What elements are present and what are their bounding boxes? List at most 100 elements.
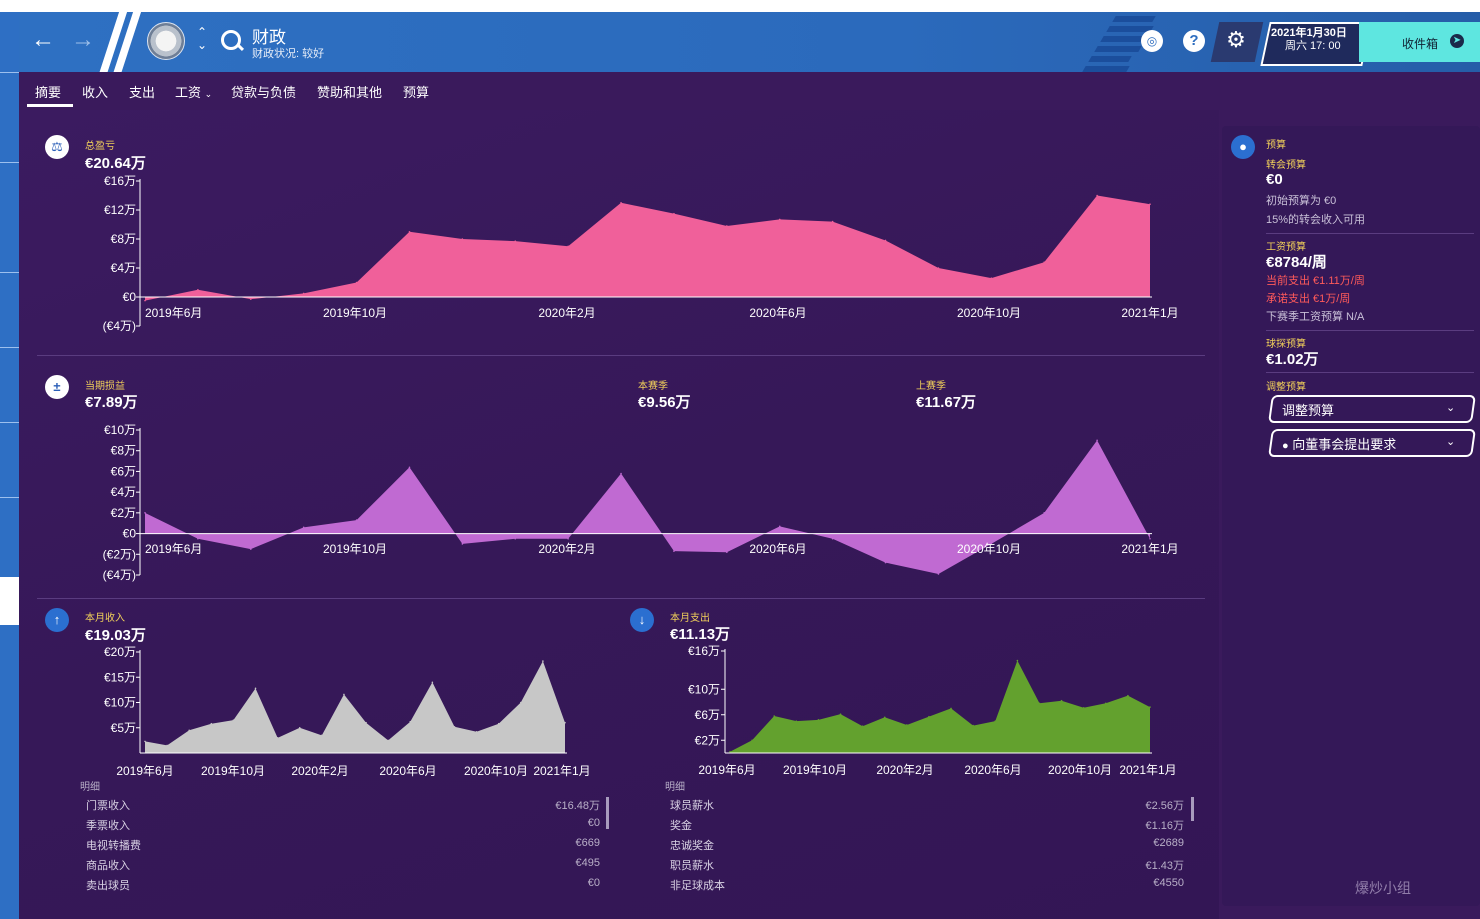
transfer-note-initial: 初始预算为 €0 (1266, 195, 1337, 207)
search-icon[interactable] (221, 30, 241, 50)
detail-row[interactable]: 门票收入 €16.48万 (86, 797, 600, 813)
data-point (144, 299, 146, 302)
tab-budget[interactable]: 预算 (403, 85, 430, 100)
data-point (302, 526, 305, 529)
header-stripes-decoration (1082, 12, 1194, 72)
tab-summary[interactable]: 摘要 (35, 85, 62, 100)
sidebar-divider (0, 162, 19, 163)
transfer-budget-value: €0 (1266, 171, 1283, 188)
page-title: 财政 (252, 28, 286, 47)
detail-row-label: 门票收入 (86, 800, 130, 812)
left-sidebar-strip[interactable] (0, 12, 19, 919)
data-point (514, 537, 517, 540)
y-tick-label: €12万 (104, 203, 136, 217)
chart-area (145, 195, 1150, 301)
y-tick-label: €8万 (111, 444, 136, 458)
forward-arrow-icon[interactable]: → (71, 26, 95, 53)
data-point (188, 729, 191, 732)
data-point (1104, 702, 1107, 705)
sidebar-divider (0, 497, 19, 498)
detail-row[interactable]: 季票收入 €0 (86, 817, 600, 833)
total-balance-chart: €16万 €12万 €8万 €4万 €0 (€4万) 2019年6月 2019年10月 2020… (103, 174, 1179, 333)
expense-chart: €16万 €10万 €6万 €2万 2019年6月 2019年10月 2020年2月 2020… (688, 644, 1177, 777)
data-point (906, 724, 908, 726)
x-tick-label: 2020年2月 (876, 763, 933, 777)
period-pl-chart: €10万 €8万 €6万 €4万 €2万 €0 (€2万) (€4万) 2019年6月 2019年… (103, 423, 1179, 582)
detail-row[interactable]: 非足球成本 €4550 (670, 877, 1184, 893)
help-icon[interactable]: ? (1183, 30, 1205, 52)
x-tick-label: 2019年6月 (145, 542, 202, 556)
wage-current-spend: 当前支出 €1.11万/周 (1266, 275, 1365, 287)
data-point (839, 713, 842, 715)
arrow-right-circle-icon: ➤ (1450, 34, 1464, 48)
x-tick-label: 2021年1月 (1121, 542, 1178, 556)
data-point (795, 720, 798, 722)
world-icon[interactable]: ◎ (1141, 30, 1163, 52)
piggy-bank-icon: ● (1231, 135, 1255, 159)
detail-row[interactable]: 商品收入 €495 (86, 857, 600, 873)
this-season-label: 本赛季 (638, 381, 668, 392)
data-point (321, 734, 323, 737)
chevron-down-icon: ⌄ (1446, 402, 1456, 414)
detail-row-value: €2.56万 (1145, 800, 1184, 812)
tab-loans[interactable]: 贷款与负债 (231, 85, 297, 100)
expense-scrollbar[interactable] (1191, 797, 1194, 821)
data-point (210, 722, 213, 725)
inbox-button[interactable]: 收件箱 ➤ (1359, 22, 1480, 62)
data-point (620, 201, 622, 204)
data-point (365, 721, 367, 724)
tab-expenses[interactable]: 支出 (129, 85, 156, 100)
y-tick-label: (€4万) (103, 568, 136, 582)
expense-value: €11.13万 (670, 626, 731, 643)
data-point (567, 245, 569, 248)
data-point (937, 267, 940, 269)
data-point (302, 292, 305, 295)
x-tick-label: 2021年1月 (1119, 763, 1176, 777)
detail-row-label: 职员薪水 (670, 860, 714, 872)
data-point (937, 573, 940, 575)
tab-income[interactable]: 收入 (82, 85, 109, 100)
tab-bar: 摘要 收入 支出 工资 ⌄ 贷款与负债 赞助和其他 预算 (19, 72, 1480, 110)
y-tick-label: €8万 (111, 232, 136, 246)
watermark-logo: 爆炒小组 (1355, 878, 1411, 898)
x-tick-label: 2019年10月 (323, 306, 387, 320)
detail-row[interactable]: 职员薪水 €1.43万 (670, 857, 1184, 873)
data-point (990, 277, 993, 279)
data-point (928, 715, 930, 718)
back-arrow-icon[interactable]: ← (31, 26, 55, 53)
detail-row-label: 卖出球员 (86, 880, 130, 892)
detail-row-label: 奖金 (670, 820, 692, 832)
chevron-down-icon: ⌄ (204, 89, 213, 99)
income-scrollbar[interactable] (606, 797, 609, 829)
data-point (567, 537, 569, 540)
data-point (994, 720, 997, 722)
x-tick-label: 2020年6月 (964, 763, 1021, 777)
y-tick-label: €2万 (111, 506, 136, 520)
detail-row[interactable]: 奖金 €1.16万 (670, 817, 1184, 833)
data-point (950, 707, 952, 710)
data-point (461, 238, 464, 240)
date-display[interactable]: 2021年1月30日 周六 17: 00 (1271, 27, 1347, 53)
sidebar-divider (0, 422, 19, 423)
data-point (1149, 537, 1151, 540)
tab-sponsorship[interactable]: 赞助和其他 (317, 85, 383, 100)
x-tick-label: 2020年6月 (749, 306, 806, 320)
tab-wages[interactable]: 工资 ⌄ (175, 82, 212, 101)
detail-row-value: €0 (587, 817, 600, 829)
data-point (1060, 699, 1063, 702)
detail-row[interactable]: 忠诚奖金 €2689 (670, 837, 1184, 853)
data-point (519, 701, 522, 704)
detail-row[interactable]: 电视转播费 €669 (86, 837, 600, 853)
club-crest-icon[interactable] (147, 22, 185, 60)
detail-row[interactable]: 球员薪水 €2.56万 (670, 797, 1184, 813)
income-label: 本月收入 (85, 613, 125, 624)
x-tick-label: 2020年6月 (749, 542, 806, 556)
gear-icon[interactable]: ⚙ (1226, 27, 1246, 52)
y-tick-label: €5万 (111, 721, 136, 735)
sidebar-active-tab[interactable] (0, 577, 19, 625)
data-point (497, 722, 500, 725)
detail-row[interactable]: 卖出球员 €0 (86, 877, 600, 893)
x-tick-label: 2019年10月 (201, 764, 265, 778)
club-switch-chevrons-icon[interactable]: ⌃ ⌄ (197, 25, 208, 52)
board-request-dropdown-label: ● 向董事会提出要求 (1282, 434, 1396, 453)
